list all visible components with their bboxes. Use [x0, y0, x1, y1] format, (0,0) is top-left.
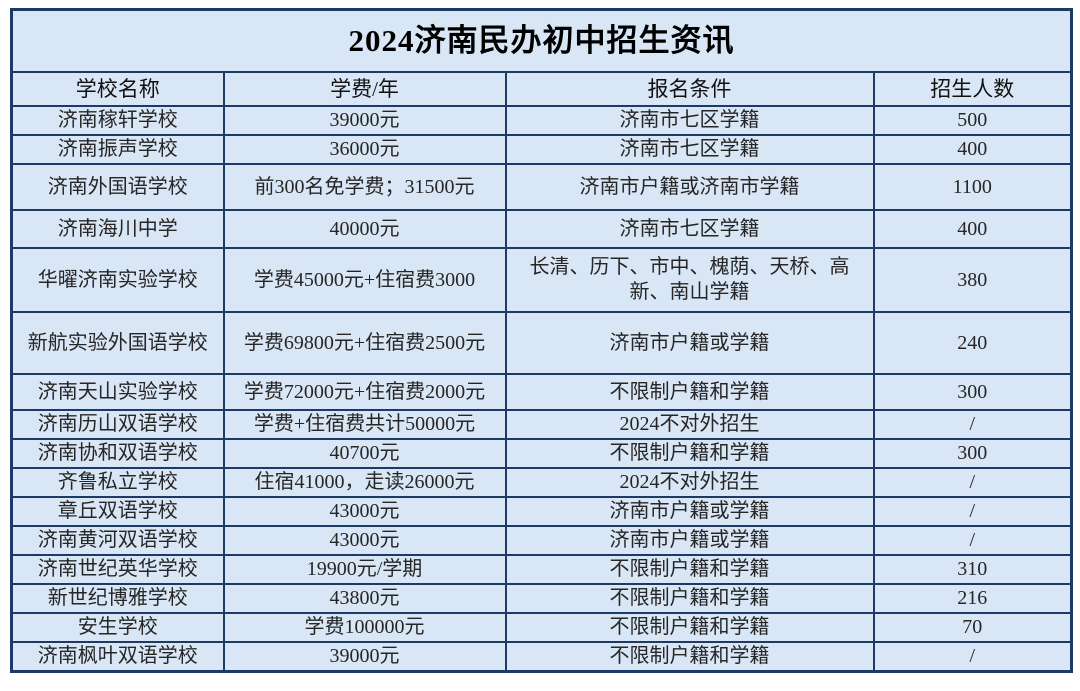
header-row: 学校名称 学费/年 报名条件 招生人数 — [10, 71, 1073, 107]
table-row: 济南历山双语学校 学费+住宿费共计50000元 2024不对外招生 / — [10, 409, 1073, 440]
cell-tuition: 19900元/学期 — [222, 554, 507, 585]
table-row: 济南黄河双语学校 43000元 济南市户籍或学籍 / — [10, 525, 1073, 556]
cell-tuition: 39000元 — [222, 105, 507, 136]
cell-school-name: 安生学校 — [10, 612, 225, 643]
cell-quota: 216 — [872, 583, 1073, 614]
cell-school-name: 济南历山双语学校 — [10, 409, 225, 440]
table-row: 济南稼轩学校 39000元 济南市七区学籍 500 — [10, 105, 1073, 136]
cell-school-name: 济南外国语学校 — [10, 163, 225, 211]
table-row: 华曜济南实验学校 学费45000元+住宿费3000 长清、历下、市中、槐荫、天桥、高… — [10, 247, 1073, 313]
cell-tuition: 39000元 — [222, 641, 507, 673]
cell-requirements: 济南市户籍或济南市学籍 — [504, 163, 875, 211]
table-row: 济南天山实验学校 学费72000元+住宿费2000元 不限制户籍和学籍 300 — [10, 373, 1073, 411]
cell-tuition: 40700元 — [222, 438, 507, 469]
cell-requirements: 济南市户籍或学籍 — [504, 525, 875, 556]
cell-school-name: 济南海川中学 — [10, 209, 225, 249]
cell-quota: 1100 — [872, 163, 1073, 211]
cell-school-name: 新航实验外国语学校 — [10, 311, 225, 375]
cell-tuition: 学费100000元 — [222, 612, 507, 643]
cell-requirements: 不限制户籍和学籍 — [504, 641, 875, 673]
table-row: 安生学校 学费100000元 不限制户籍和学籍 70 — [10, 612, 1073, 643]
cell-requirements: 不限制户籍和学籍 — [504, 612, 875, 643]
cell-school-name: 济南振声学校 — [10, 134, 225, 165]
cell-tuition: 学费72000元+住宿费2000元 — [222, 373, 507, 411]
cell-quota: 380 — [872, 247, 1073, 313]
cell-school-name: 华曜济南实验学校 — [10, 247, 225, 313]
cell-tuition: 住宿41000，走读26000元 — [222, 467, 507, 498]
cell-quota: 310 — [872, 554, 1073, 585]
cell-school-name: 济南稼轩学校 — [10, 105, 225, 136]
table-row: 济南海川中学 40000元 济南市七区学籍 400 — [10, 209, 1073, 249]
cell-school-name: 济南枫叶双语学校 — [10, 641, 225, 673]
cell-requirements: 不限制户籍和学籍 — [504, 373, 875, 411]
column-header-school-name: 学校名称 — [10, 71, 225, 107]
cell-tuition: 43000元 — [222, 525, 507, 556]
cell-school-name: 章丘双语学校 — [10, 496, 225, 527]
cell-requirements: 不限制户籍和学籍 — [504, 438, 875, 469]
cell-school-name: 济南天山实验学校 — [10, 373, 225, 411]
cell-requirements: 济南市户籍或学籍 — [504, 496, 875, 527]
cell-quota: / — [872, 496, 1073, 527]
cell-quota: 300 — [872, 438, 1073, 469]
cell-quota: / — [872, 467, 1073, 498]
cell-quota: 400 — [872, 209, 1073, 249]
cell-quota: 400 — [872, 134, 1073, 165]
table-row: 章丘双语学校 43000元 济南市户籍或学籍 / — [10, 496, 1073, 527]
cell-tuition: 40000元 — [222, 209, 507, 249]
cell-tuition: 36000元 — [222, 134, 507, 165]
cell-tuition: 43000元 — [222, 496, 507, 527]
cell-requirements: 济南市户籍或学籍 — [504, 311, 875, 375]
table-row: 齐鲁私立学校 住宿41000，走读26000元 2024不对外招生 / — [10, 467, 1073, 498]
cell-quota: 240 — [872, 311, 1073, 375]
cell-requirements: 济南市七区学籍 — [504, 134, 875, 165]
title-row: 2024济南民办初中招生资讯 — [10, 8, 1073, 73]
table-row: 新航实验外国语学校 学费69800元+住宿费2500元 济南市户籍或学籍 240 — [10, 311, 1073, 375]
table-row: 济南外国语学校 前300名免学费；31500元 济南市户籍或济南市学籍 1100 — [10, 163, 1073, 211]
table-title: 2024济南民办初中招生资讯 — [10, 8, 1073, 73]
cell-tuition: 学费+住宿费共计50000元 — [222, 409, 507, 440]
table-body: 济南稼轩学校 39000元 济南市七区学籍 500 济南振声学校 36000元 济南市七区学… — [10, 105, 1073, 673]
cell-tuition: 前300名免学费；31500元 — [222, 163, 507, 211]
table-row: 济南世纪英华学校 19900元/学期 不限制户籍和学籍 310 — [10, 554, 1073, 585]
cell-school-name: 济南黄河双语学校 — [10, 525, 225, 556]
cell-school-name: 济南协和双语学校 — [10, 438, 225, 469]
cell-tuition: 学费45000元+住宿费3000 — [222, 247, 507, 313]
table-row: 济南振声学校 36000元 济南市七区学籍 400 — [10, 134, 1073, 165]
enrollment-table: 2024济南民办初中招生资讯 学校名称 学费/年 报名条件 招生人数 济南稼轩学校 39… — [10, 8, 1073, 673]
column-header-requirements: 报名条件 — [504, 71, 875, 107]
cell-quota: / — [872, 525, 1073, 556]
cell-requirements: 长清、历下、市中、槐荫、天桥、高新、南山学籍 — [504, 247, 875, 313]
cell-requirements: 2024不对外招生 — [504, 467, 875, 498]
cell-tuition: 43800元 — [222, 583, 507, 614]
cell-quota: / — [872, 641, 1073, 673]
table-row: 济南协和双语学校 40700元 不限制户籍和学籍 300 — [10, 438, 1073, 469]
table-row: 济南枫叶双语学校 39000元 不限制户籍和学籍 / — [10, 641, 1073, 673]
cell-quota: 70 — [872, 612, 1073, 643]
column-header-tuition: 学费/年 — [222, 71, 507, 107]
column-header-quota: 招生人数 — [872, 71, 1073, 107]
cell-requirements: 济南市七区学籍 — [504, 209, 875, 249]
cell-tuition: 学费69800元+住宿费2500元 — [222, 311, 507, 375]
cell-school-name: 新世纪博雅学校 — [10, 583, 225, 614]
cell-quota: / — [872, 409, 1073, 440]
cell-requirements: 济南市七区学籍 — [504, 105, 875, 136]
cell-quota: 500 — [872, 105, 1073, 136]
cell-requirements: 不限制户籍和学籍 — [504, 583, 875, 614]
cell-school-name: 齐鲁私立学校 — [10, 467, 225, 498]
table-row: 新世纪博雅学校 43800元 不限制户籍和学籍 216 — [10, 583, 1073, 614]
cell-quota: 300 — [872, 373, 1073, 411]
cell-school-name: 济南世纪英华学校 — [10, 554, 225, 585]
cell-requirements: 不限制户籍和学籍 — [504, 554, 875, 585]
cell-requirements: 2024不对外招生 — [504, 409, 875, 440]
